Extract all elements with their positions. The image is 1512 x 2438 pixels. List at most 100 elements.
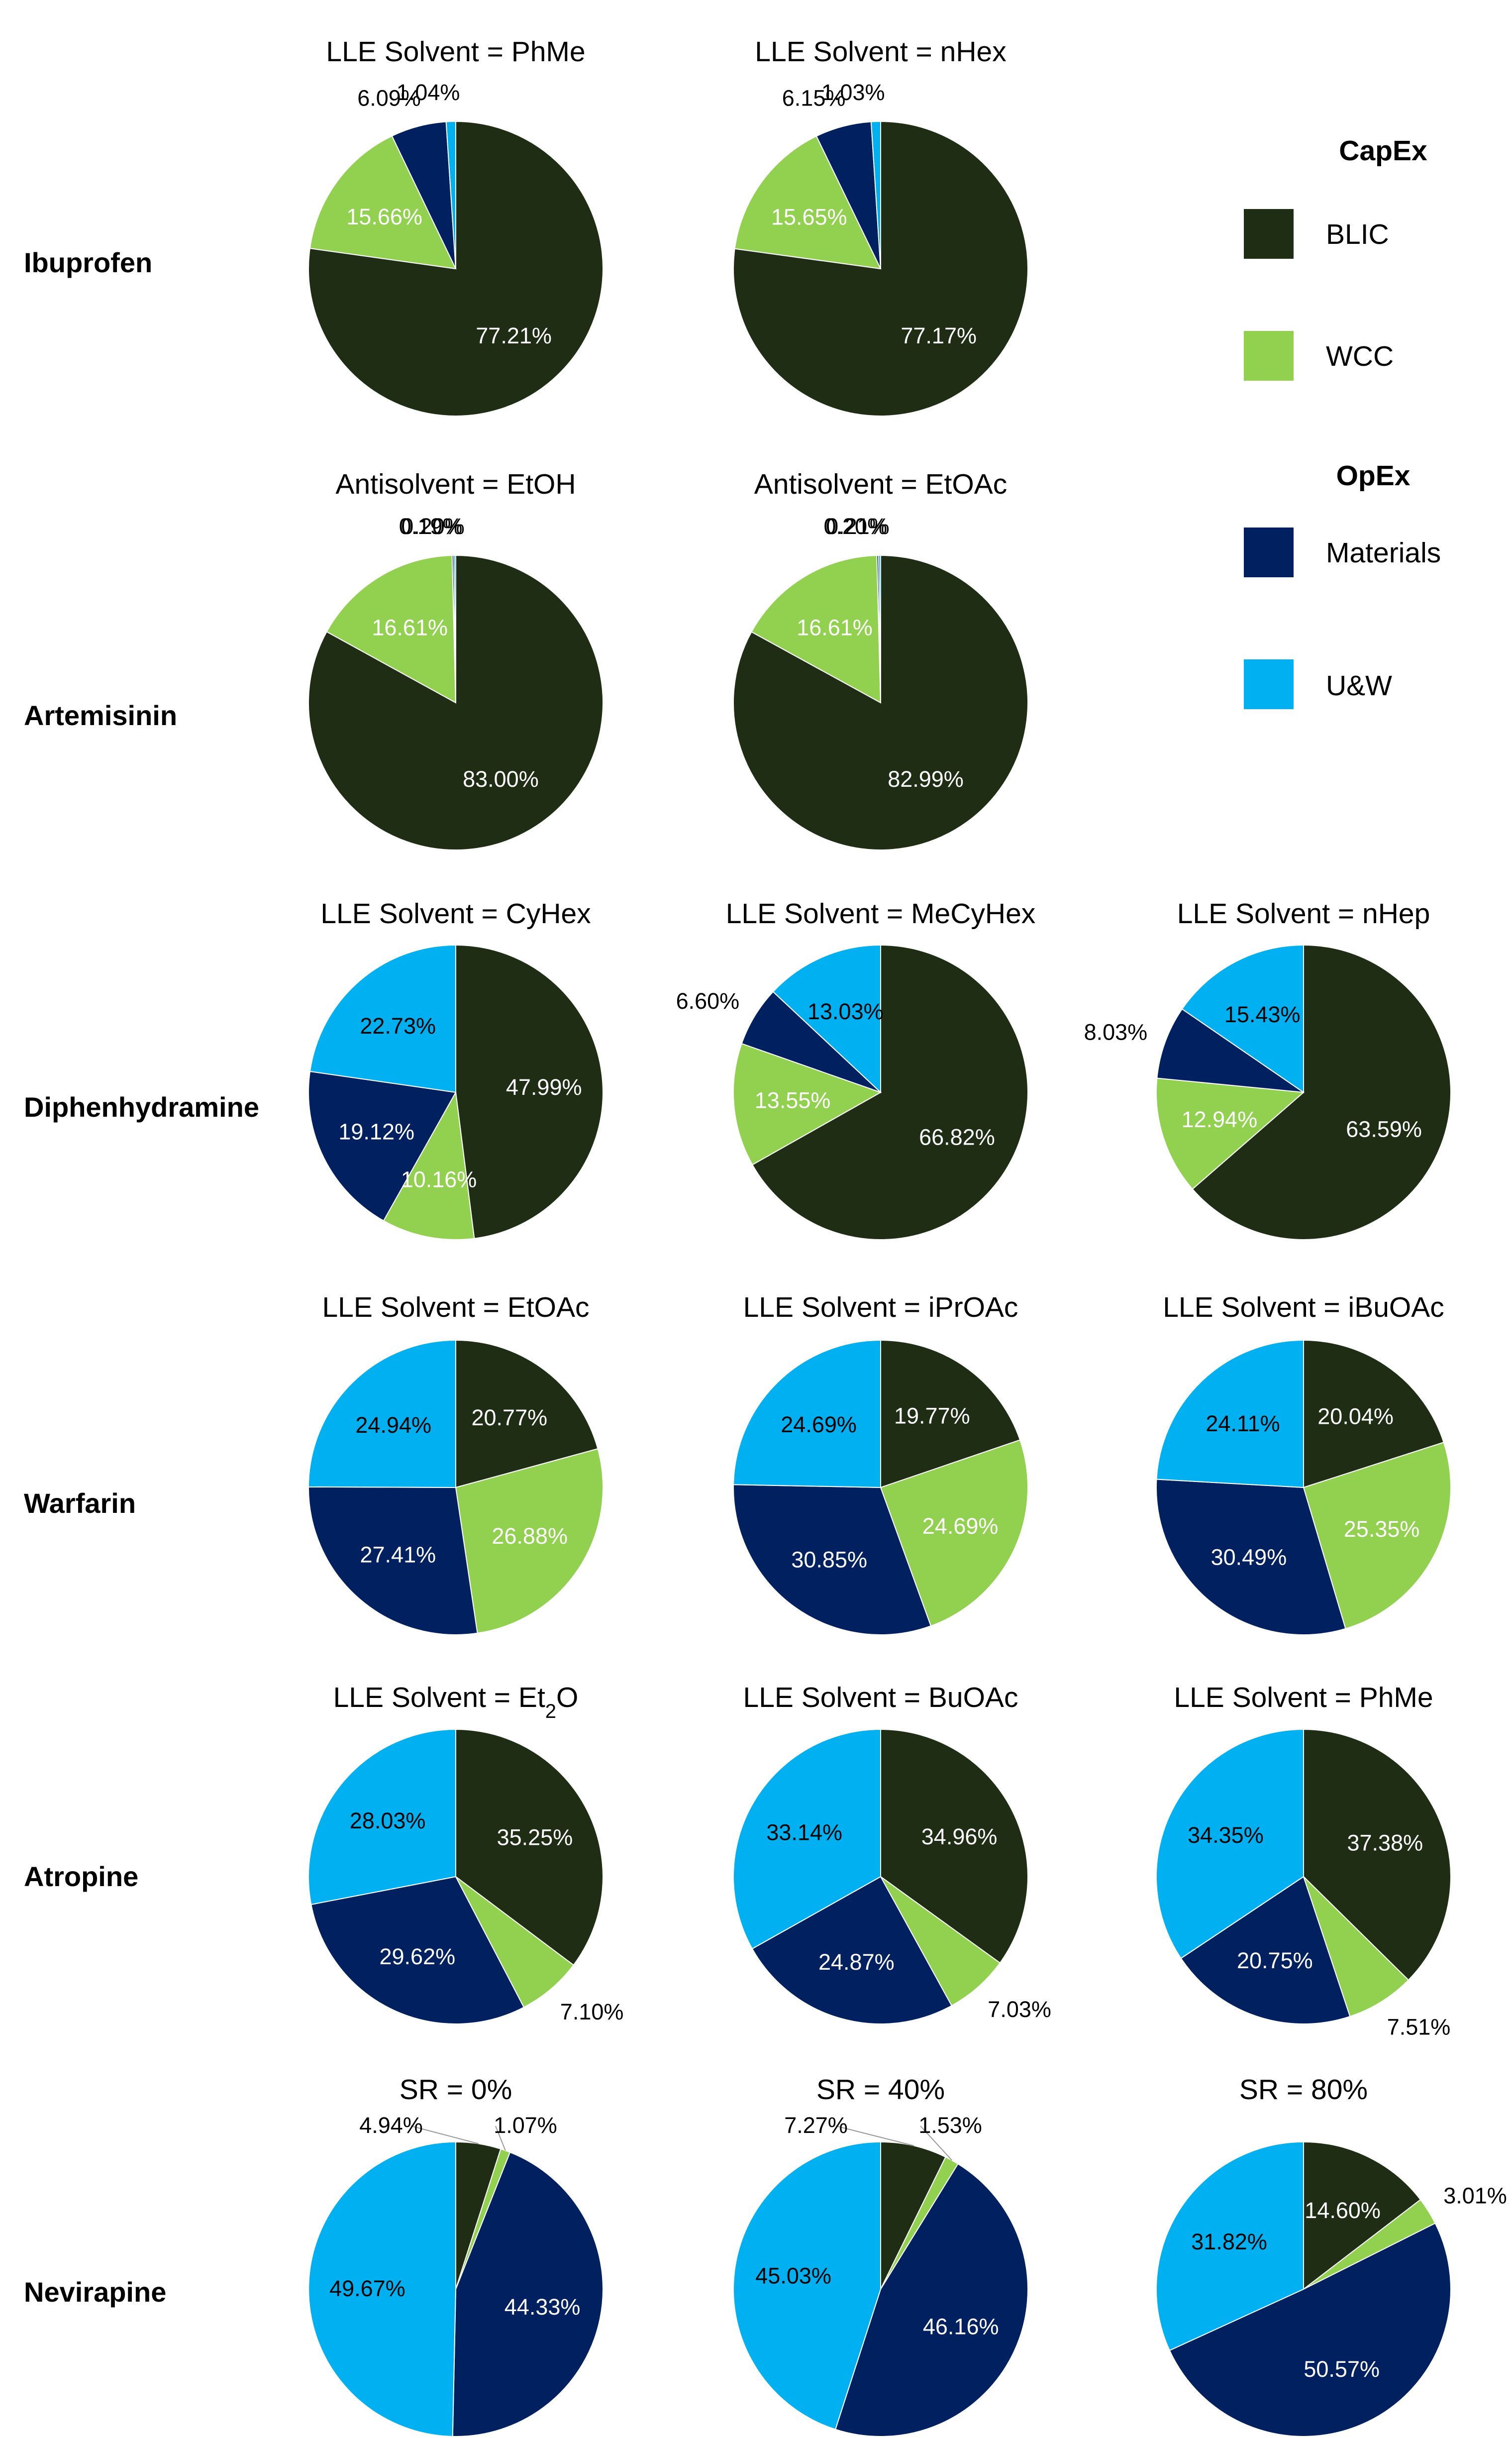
pie-label-blic: 35.25% <box>497 1825 573 1850</box>
pie-label-materials: 27.41% <box>360 1542 436 1567</box>
chart-title: LLE Solvent = EtOAc <box>322 1291 589 1323</box>
pie-chart-diphenhydramine-1: LLE Solvent = CyHex 47.99% 10.16% 19.12% 22.… <box>308 898 604 1240</box>
pie-label-blic: 82.99% <box>888 766 964 792</box>
chart-title: LLE Solvent = iBuOAc <box>1163 1291 1444 1323</box>
pie-label-uw: 49.67% <box>329 2276 405 2301</box>
legend-label-materials: Materials <box>1326 537 1441 569</box>
row-labels: Ibuprofen Artemisinin Diphenhydramine Wa… <box>24 247 259 2308</box>
pie-chart-ibuprofen-1: LLE Solvent = PhMe 77.21% 15.66% 6.09%1.04% <box>308 36 604 417</box>
pie-slice-wcc <box>751 555 882 704</box>
pie-chart-nevirapine-1: SR = 0% 4.94% 1.07% 44.33% 49.67% <box>308 2074 604 2437</box>
pie-chart-warfarin-3: LLE Solvent = iBuOAc 20.04% 25.35% 30.49% 24… <box>1156 1291 1451 1635</box>
pie-label-materials: 6.60% <box>676 988 740 1014</box>
pie-label-blic: 77.17% <box>901 323 977 348</box>
pie-slice-wcc <box>455 1448 604 1634</box>
pie-label-uw: 28.03% <box>350 1808 426 1833</box>
chart-title: LLE Solvent = PhMe <box>326 36 585 68</box>
pie-slice-wcc <box>1156 1077 1305 1190</box>
chart-title: LLE Solvent = MeCyHex <box>726 898 1036 930</box>
pie-chart-diphenhydramine-3: LLE Solvent = nHep 63.59% 12.94% 8.03% 15.43… <box>1084 898 1451 1240</box>
legend-swatch-wcc <box>1244 331 1294 381</box>
pie-slice-materials <box>308 1070 457 1222</box>
pie-slice-uw <box>453 554 456 703</box>
pie-slice-blic <box>455 1339 599 1488</box>
chart-title: Antisolvent = EtOH <box>335 468 576 500</box>
pie-slice-materials <box>751 1876 953 2024</box>
pie-label-materials: 50.57% <box>1304 2356 1380 2382</box>
pie-label-uw: 33.14% <box>766 1819 842 1845</box>
pie-slice-uw <box>1181 944 1304 1093</box>
leader-line <box>410 2125 479 2144</box>
legend-swatch-uw <box>1244 659 1294 709</box>
chart-title: LLE Solvent = CyHex <box>320 898 591 930</box>
pie-slice-blic <box>1192 944 1451 1240</box>
pie-slice-uw <box>1156 1339 1304 1488</box>
chart-title: LLE Solvent = Et2O <box>333 1682 579 1722</box>
legend-label-wcc: WCC <box>1326 340 1394 372</box>
pie-slice-uw <box>308 2141 456 2437</box>
pie-slice-materials <box>1180 1876 1351 2024</box>
pie-slice-uw <box>309 944 456 1093</box>
pie-chart-warfarin-1: LLE Solvent = EtOAc 20.77% 26.88% 27.41% 24.… <box>307 1291 604 1635</box>
pie-label-wcc: 16.61% <box>372 615 448 640</box>
pie-label-wcc: 3.01% <box>1443 2183 1507 2209</box>
pie-label-wcc: 25.35% <box>1344 1516 1420 1542</box>
pie-slice-uw <box>733 2141 881 2430</box>
pie-label-materials: 6.15% <box>782 86 846 111</box>
pie-label-uw: 13.03% <box>807 999 884 1024</box>
pie-label-uw: 0.21% <box>826 514 890 539</box>
pie-chart-nevirapine-3: SR = 80% 14.60% 3.01% 50.57% 31.82% <box>1155 2074 1507 2437</box>
pie-slice-blic <box>751 944 1028 1240</box>
pie-chart-artemisinin-2: Antisolvent = EtOAc 82.99% 16.61% 0.20%0.21… <box>733 468 1028 850</box>
pie-label-uw: 1.03% <box>821 80 885 105</box>
pie-label-blic: 83.00% <box>463 766 539 792</box>
pie-label-wcc: 7.10% <box>560 1999 624 2024</box>
pie-slice-materials <box>452 2151 604 2437</box>
charts: LLE Solvent = PhMe 77.21% 15.66% 6.09%1.04%… <box>307 36 1507 2437</box>
pie-slice-uw <box>308 1728 456 1906</box>
pie-slice-blic <box>880 1728 1028 1964</box>
pie-chart-atropine-3: LLE Solvent = PhMe 37.38% 7.51% 20.75% 34.35… <box>1156 1682 1451 2040</box>
pie-label-uw: 31.82% <box>1191 2229 1267 2254</box>
pie-slice-uw <box>1156 1728 1304 1959</box>
chart-title: SR = 40% <box>816 2074 945 2106</box>
pie-label-uw: 1.04% <box>397 80 460 105</box>
row-label-nevirapine: Nevirapine <box>24 2276 166 2308</box>
pie-slice-materials <box>307 1486 478 1635</box>
pie-label-materials: 0.19% <box>399 514 463 539</box>
pie-label-uw: 22.73% <box>360 1013 436 1039</box>
pie-label-wcc: 10.16% <box>401 1166 477 1192</box>
pie-label-uw: 0.20% <box>401 514 465 539</box>
pie-label-materials: 8.03% <box>1084 1020 1148 1045</box>
pie-slice-blic <box>880 2141 946 2290</box>
pie-label-uw: 15.43% <box>1224 1002 1301 1027</box>
pie-chart-nevirapine-2: SR = 40% 7.27% 1.53% 46.16% 45.03% <box>733 2074 1029 2437</box>
pie-slice-wcc <box>1303 1876 1410 2017</box>
legend-swatch-materials <box>1244 528 1294 577</box>
pie-label-wcc: 7.51% <box>1387 2014 1451 2040</box>
chart-title: LLE Solvent = iPrOAc <box>743 1291 1018 1323</box>
legend-heading-capex: CapEx <box>1339 135 1427 167</box>
pie-slice-blic <box>733 120 1028 417</box>
pie-slice-wcc <box>326 555 457 704</box>
pie-label-blic: 19.77% <box>894 1403 970 1429</box>
pie-slice-wcc <box>880 1439 1029 1627</box>
pie-slice-wcc <box>383 1090 475 1240</box>
pie-label-wcc: 12.94% <box>1182 1107 1258 1132</box>
pie-label-blic: 66.82% <box>919 1125 995 1150</box>
pie-slice-blic <box>308 120 604 417</box>
pie-label-uw: 24.94% <box>355 1412 431 1438</box>
pie-slice-materials <box>1169 2223 1451 2437</box>
pie-chart-warfarin-2: LLE Solvent = iPrOAc 19.77% 24.69% 30.85% 24… <box>733 1291 1029 1635</box>
pie-slice-wcc <box>733 1043 882 1166</box>
pie-slice-wcc <box>880 1876 1001 2007</box>
row-label-ibuprofen: Ibuprofen <box>24 247 152 278</box>
pie-label-uw: 24.11% <box>1206 1411 1280 1436</box>
pie-label-blic: 20.77% <box>471 1405 547 1430</box>
pie-chart-diphenhydramine-2: LLE Solvent = MeCyHex 66.82% 13.55% 6.60% 13… <box>676 898 1036 1240</box>
pie-slice-blic <box>880 1339 1021 1488</box>
pie-label-wcc: 15.66% <box>346 204 422 229</box>
pie-label-materials: 46.16% <box>923 2314 999 2339</box>
pie-label-wcc: 1.07% <box>494 2113 557 2138</box>
